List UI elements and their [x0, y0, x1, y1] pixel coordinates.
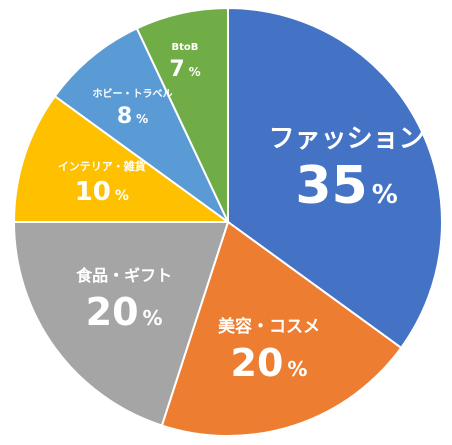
pie-slice-3 — [12, 221, 230, 427]
slice-category-label: インテリア・雑貨 — [58, 159, 146, 173]
slice-value-number: 10 — [75, 177, 111, 207]
slice-value-unit: % — [136, 112, 148, 126]
pie-slice-5 — [53, 27, 229, 223]
pie-slice-4 — [12, 94, 232, 223]
slice-value-number: 8 — [117, 104, 132, 129]
pie-slices — [12, 6, 443, 437]
pie-slice-1 — [227, 6, 443, 350]
slice-value-label: 8% — [117, 104, 148, 129]
slice-value-number: 20 — [231, 341, 284, 385]
slice-value-label: 20% — [231, 341, 308, 385]
slice-value-unit: % — [189, 65, 201, 79]
slice-category-label: ファッション — [269, 124, 425, 154]
slice-value-label: 20% — [86, 290, 163, 334]
pie-slice-2 — [160, 220, 403, 437]
slice-value-label: 7% — [169, 57, 200, 82]
slice-value-unit: % — [115, 188, 129, 204]
slice-value-label: 10% — [75, 177, 129, 207]
slice-category-label: ホビー・トラベル — [93, 87, 173, 100]
slice-value-unit: % — [287, 357, 307, 381]
pie-slice-6 — [135, 6, 229, 223]
slice-value-unit: % — [372, 180, 398, 210]
slice-value-number: 20 — [86, 290, 139, 334]
slice-value-label: 35% — [295, 156, 397, 216]
slice-value-number: 35 — [295, 156, 367, 216]
slice-category-label: 食品・ギフト — [75, 266, 172, 285]
slice-category-label: BtoB — [172, 42, 199, 53]
slice-value-number: 7 — [169, 57, 184, 82]
slice-category-label: 美容・コスメ — [218, 316, 320, 337]
slice-value-unit: % — [143, 306, 163, 330]
